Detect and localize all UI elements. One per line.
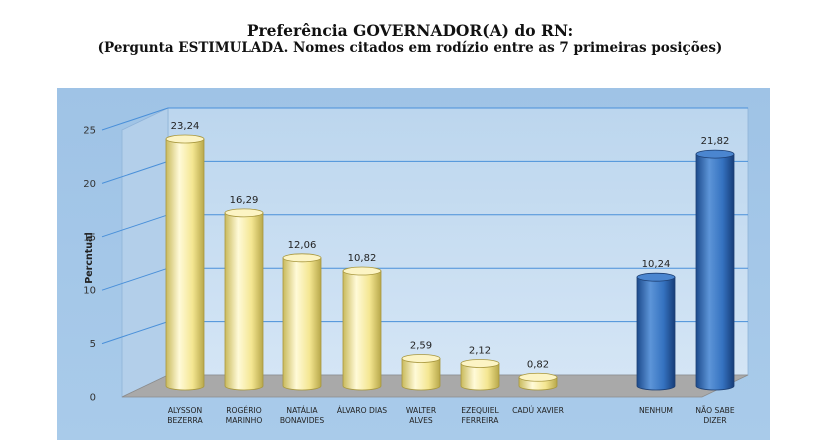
- chart-title-block: Preferência GOVERNADOR(A) do RN: (Pergun…: [0, 22, 820, 57]
- x-tick-label: EZEQUIEL FERREIRA: [461, 406, 499, 425]
- x-tick-label: NÃO SABE DIZER: [695, 406, 734, 425]
- y-tick-label: 15: [83, 232, 96, 243]
- x-tick-label-line: FERREIRA: [462, 416, 500, 425]
- bar-top: [401, 354, 441, 363]
- x-tick-label-line: EZEQUIEL: [461, 406, 499, 415]
- x-tick-label-line: BONAVIDES: [280, 416, 325, 425]
- data-label: 12,06: [288, 240, 317, 251]
- bar-top: [342, 266, 382, 276]
- x-tick-label-line: DIZER: [703, 416, 727, 425]
- bar: [695, 149, 735, 391]
- bar: [518, 372, 558, 391]
- bar-top: [165, 134, 205, 144]
- y-tick-label: 20: [83, 179, 96, 190]
- x-tick-label: NENHUM: [639, 406, 673, 415]
- data-label: 21,82: [701, 136, 730, 147]
- y-tick-label: 5: [90, 339, 96, 350]
- bar: [342, 266, 382, 391]
- x-tick-label-line: BEZERRA: [167, 416, 203, 425]
- y-axis-label: Percntual: [84, 232, 95, 283]
- x-tick-label-line: ÁLVARO DIAS: [337, 406, 387, 415]
- bar: [282, 253, 322, 391]
- y-tick-label: 0: [90, 393, 96, 404]
- chart-subtitle: (Pergunta ESTIMULADA. Nomes citados em r…: [97, 40, 723, 56]
- bar-body: [224, 212, 264, 391]
- bar-top: [636, 272, 676, 282]
- x-tick-label-line: ROGÉRIO: [226, 406, 261, 415]
- bar-top: [518, 372, 558, 382]
- x-tick-label: ROGÉRIO MARINHO: [226, 406, 263, 425]
- gridline-diagonal: [101, 214, 169, 238]
- x-tick-label-line: NATÁLIA: [286, 406, 318, 415]
- bar-top: [282, 253, 322, 263]
- bar-top: [460, 359, 500, 368]
- gridline-diagonal: [101, 267, 169, 291]
- x-tick-label-line: MARINHO: [226, 416, 263, 425]
- bar-body: [460, 363, 500, 391]
- bar-body: [282, 257, 322, 391]
- y-tick-label: 25: [83, 126, 96, 137]
- x-tick-label-line: WALTER: [406, 406, 437, 415]
- data-label: 10,24: [642, 259, 671, 270]
- bar-body: [636, 276, 676, 391]
- bar-body: [342, 270, 382, 391]
- x-tick-label: ALYSSON BEZERRA: [167, 406, 203, 425]
- bar-body: [695, 153, 735, 391]
- chart-title: Preferência GOVERNADOR(A) do RN:: [246, 21, 574, 40]
- x-tick-label-line: NÃO SABE: [695, 406, 734, 415]
- plot-side-wall: [121, 107, 169, 398]
- bar: [165, 134, 205, 391]
- bar-body: [401, 358, 441, 391]
- bar: [636, 272, 676, 391]
- x-tick-label: ÁLVARO DIAS: [337, 406, 387, 415]
- gridline-diagonal: [101, 107, 169, 131]
- x-tick-label: CADÚ XAVIER: [512, 406, 564, 415]
- x-tick-label-line: ALYSSON: [168, 406, 202, 415]
- x-tick-label-line: ALVES: [409, 416, 433, 425]
- bar: [460, 359, 500, 391]
- bar: [401, 354, 441, 391]
- x-tick-label-line: NENHUM: [639, 406, 673, 415]
- bar-top: [224, 208, 264, 218]
- bar-top: [695, 149, 735, 159]
- bar: [224, 208, 264, 391]
- data-label: 10,82: [348, 253, 377, 264]
- data-label: 23,24: [171, 121, 200, 132]
- x-tick-label: NATÁLIA BONAVIDES: [280, 406, 325, 425]
- x-tick-label: WALTER ALVES: [406, 406, 437, 425]
- data-label: 0,82: [527, 359, 549, 370]
- x-tick-label-line: CADÚ XAVIER: [512, 406, 564, 415]
- y-tick-label: 10: [83, 286, 96, 297]
- data-label: 16,29: [230, 195, 259, 206]
- gridline-diagonal: [101, 321, 169, 345]
- data-label: 2,12: [469, 345, 491, 356]
- gridline-diagonal: [101, 160, 169, 184]
- bar-body: [165, 138, 205, 391]
- data-label: 2,59: [410, 340, 432, 351]
